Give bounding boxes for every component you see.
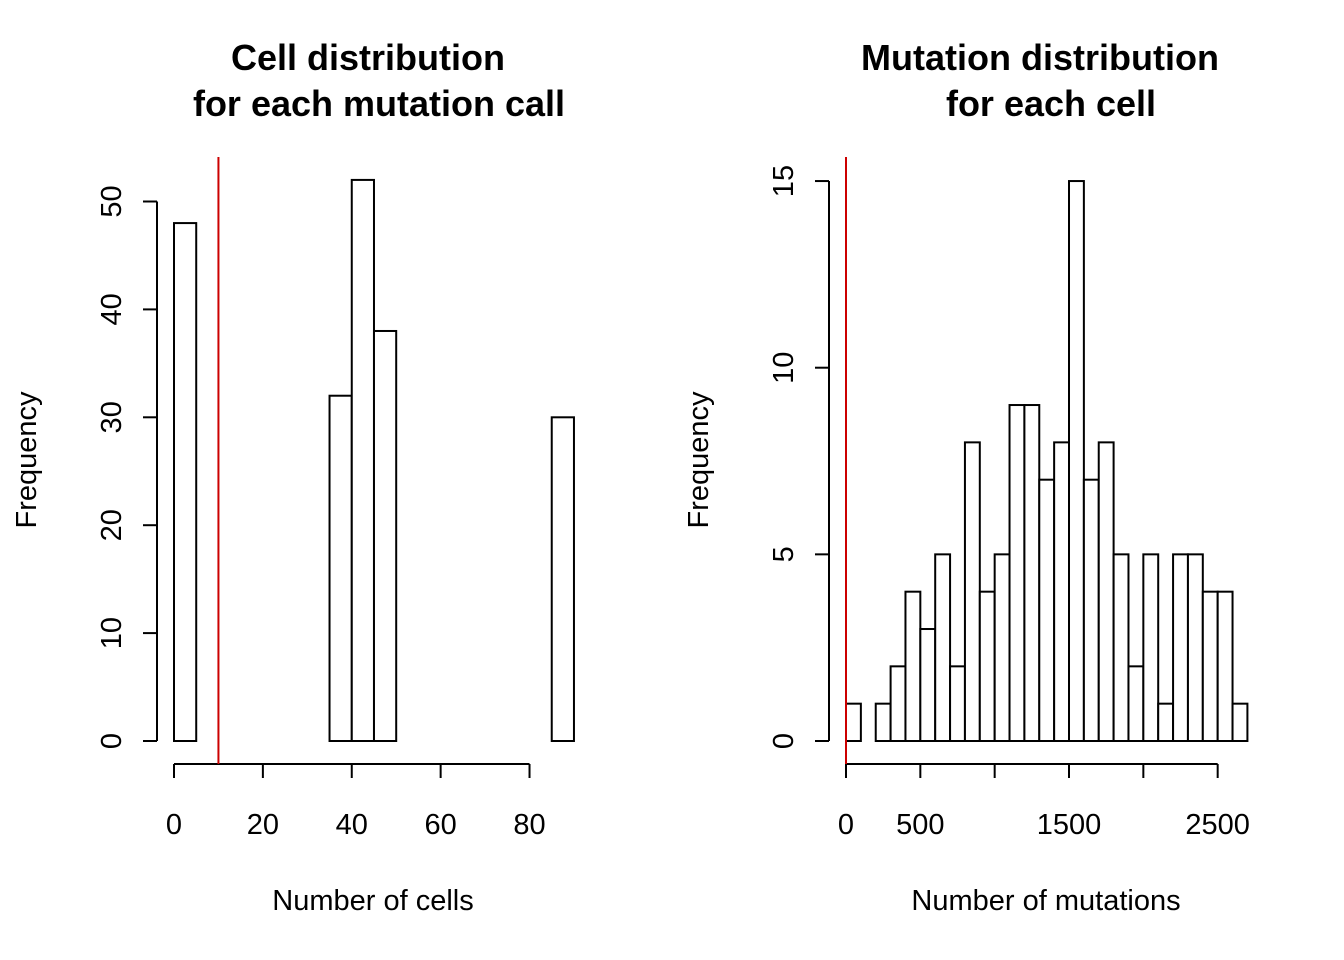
histogram-bar xyxy=(372,329,398,742)
chart-1-y-axis-label: Frequency xyxy=(11,391,43,529)
chart-2-title-line-2: for each cell xyxy=(946,83,1156,124)
chart-1-title-line-1: Cell distribution xyxy=(231,37,505,78)
y-tick-label: 0 xyxy=(768,733,800,749)
histogram-bar xyxy=(173,222,198,742)
histogram-bar xyxy=(1186,553,1204,742)
y-tick-label: 20 xyxy=(96,509,128,541)
cell-distribution-panel: Cell distribution for each mutation call… xyxy=(11,37,575,917)
y-tick-label: 10 xyxy=(768,352,800,384)
chart-2-bars xyxy=(845,180,1249,743)
chart-1-axes: 0 10 20 30 40 50 0 20 40 60 80 xyxy=(96,157,546,841)
x-tick-label: 20 xyxy=(247,809,279,841)
chart-2-y-axis-label: Frequency xyxy=(683,391,715,529)
y-tick-label: 10 xyxy=(96,617,128,649)
histogram-bar xyxy=(1157,702,1175,742)
histogram-bar xyxy=(328,394,353,742)
histogram-bar xyxy=(1082,478,1100,742)
chart-2-title-line-1: Mutation distribution xyxy=(861,37,1219,78)
mutation-distribution-panel: Mutation distribution for each cell Numb… xyxy=(683,37,1250,917)
histogram-bar xyxy=(963,441,981,742)
histogram-bar xyxy=(949,665,966,743)
chart-2-axes: 0 5 10 15 0 500 1500 2500 xyxy=(768,157,1250,841)
histogram-bar xyxy=(904,590,922,742)
x-tick-label: 60 xyxy=(425,809,457,841)
histogram-bar xyxy=(1201,590,1219,742)
y-tick-label: 50 xyxy=(96,185,128,217)
histogram-bar xyxy=(550,416,575,742)
chart-1-x-axis-label: Number of cells xyxy=(272,885,473,917)
chart-2-x-axis-label: Number of mutations xyxy=(911,885,1180,917)
y-tick-label: 15 xyxy=(768,165,800,197)
x-tick-label: 40 xyxy=(336,809,368,841)
histogram-bar xyxy=(1097,441,1115,742)
histogram-bar xyxy=(1112,553,1130,742)
histogram-bar xyxy=(1038,478,1056,742)
histogram-bar xyxy=(350,178,375,743)
x-tick-label: 80 xyxy=(513,809,545,841)
histogram-bar xyxy=(1127,665,1145,743)
x-tick-label: 0 xyxy=(838,809,854,841)
y-tick-label: 5 xyxy=(768,546,800,562)
histogram-bar xyxy=(1231,702,1249,742)
y-tick-label: 40 xyxy=(96,293,128,325)
histogram-bar xyxy=(1068,180,1085,743)
x-tick-label: 500 xyxy=(896,809,944,841)
x-tick-label: 1500 xyxy=(1037,809,1102,841)
x-tick-label: 2500 xyxy=(1185,809,1250,841)
histogram-bar xyxy=(874,702,892,742)
histogram-bar xyxy=(1172,553,1189,742)
histogram-bar xyxy=(934,553,952,742)
histogram-bar xyxy=(978,590,996,742)
x-tick-label: 0 xyxy=(166,809,182,841)
histogram-bar xyxy=(919,628,937,743)
histogram-bar xyxy=(889,665,907,743)
histogram-bar xyxy=(993,553,1011,742)
histogram-bar xyxy=(1008,404,1026,742)
histogram-bar xyxy=(1023,404,1041,742)
y-tick-label: 0 xyxy=(96,733,128,749)
chart-1-bars xyxy=(173,178,575,743)
histogram-bar xyxy=(1142,553,1160,742)
histogram-bar xyxy=(1053,441,1071,742)
histogram-bar xyxy=(1216,590,1234,742)
y-tick-label: 30 xyxy=(96,401,128,433)
chart-1-title-line-2: for each mutation call xyxy=(193,83,565,124)
histogram-bar xyxy=(845,702,862,742)
